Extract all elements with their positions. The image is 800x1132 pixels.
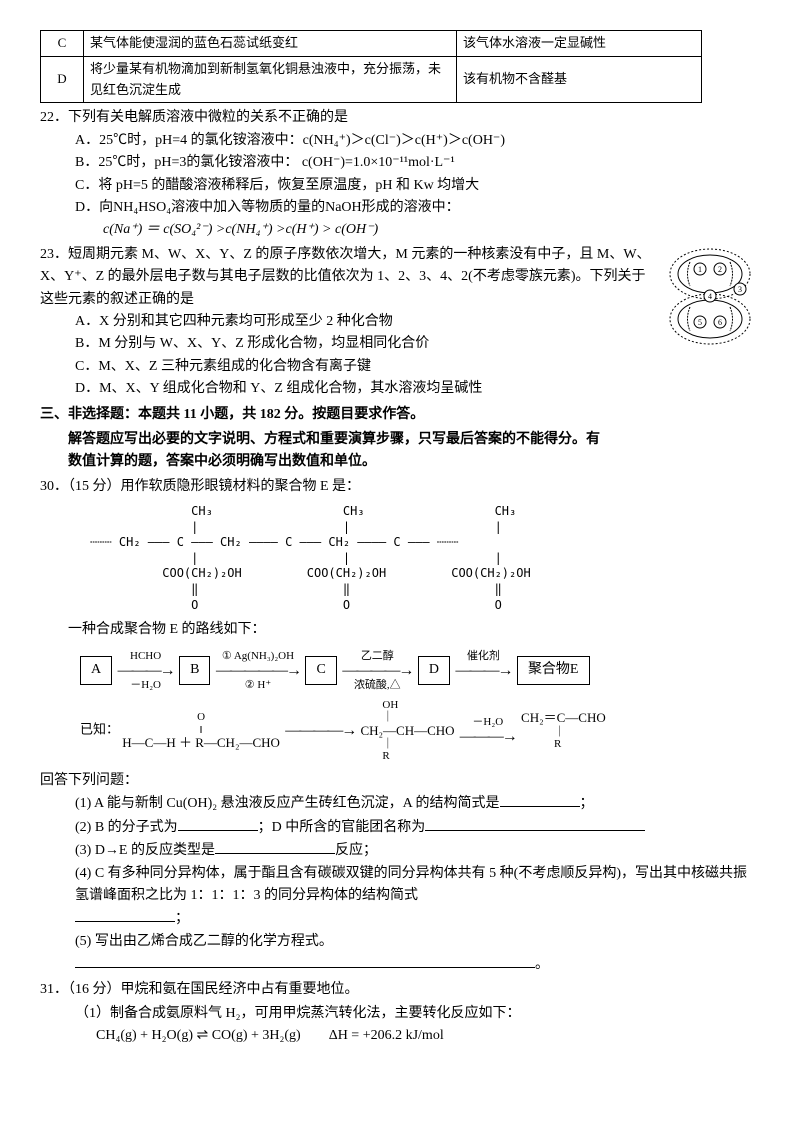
- known-reaction: 已知： O ‖ H—C—H ＋ R—CH₂—CHO ————→ OH ｜ CH₂…: [80, 699, 760, 762]
- option-d-eq: c(Na⁺) ＝ c(SO₄²⁻) >c(NH₄⁺) >c(H⁺) > c(OH…: [103, 219, 760, 241]
- q-number: 22．: [40, 110, 68, 125]
- experiment-table: C 某气体能使湿润的蓝色石蕊试纸变红 该气体水溶液一定显碱性 D 将少量某有机物…: [40, 30, 702, 103]
- row-conclusion: 该有机物不含醛基: [457, 56, 702, 103]
- blank-3[interactable]: [215, 839, 335, 854]
- q31-eq: CH₄(g) + H₂O(g) ⇌ CO(g) + 3H₂(g) ΔH = +2…: [96, 1025, 760, 1047]
- compound-a: A: [80, 656, 112, 684]
- q-number: 31．: [40, 982, 68, 997]
- row-label: C: [41, 31, 84, 57]
- synthesis-route: A HCHO ———→ －H₂O B ① Ag(NH₃)₂OH —————→ ②…: [80, 650, 760, 692]
- row-conclusion: 该气体水溶液一定显碱性: [457, 31, 702, 57]
- blank-4[interactable]: [75, 907, 175, 922]
- arrow-1: HCHO ———→ －H₂O: [118, 650, 174, 692]
- polymer-e: 聚合物E: [517, 656, 590, 684]
- svg-text:5: 5: [698, 318, 702, 327]
- blank-2b[interactable]: [425, 816, 645, 831]
- option-d: D．M、X、Y 组成化合物和 Y、Z 组成化合物，其水溶液均呈碱性: [75, 378, 760, 400]
- compound-c: C: [305, 656, 336, 684]
- known-arrow-1: ————→: [285, 722, 355, 740]
- arrow-3: 乙二醇 ————→ 浓硫酸,△: [342, 650, 412, 692]
- svg-text:2: 2: [718, 265, 722, 274]
- sub-q4: (4) C 有多种同分异构体，属于酯且含有碳碳双键的同分异构体共有 5 种(不考…: [75, 863, 760, 931]
- table-row: D 将少量某有机物滴加到新制氢氧化铜悬浊液中，充分振荡，未见红色沉淀生成 该有机…: [41, 56, 702, 103]
- option-c: C．M、X、Z 三种元素组成的化合物含有离子键: [75, 356, 760, 378]
- q-stem: 下列有关电解质溶液中微粒的关系不正确的是: [68, 110, 348, 125]
- question-23: 23．短周期元素 M、W、X、Y、Z 的原子序数依次增大，M 元素的一种核素没有…: [40, 244, 760, 401]
- blank-1[interactable]: [500, 792, 580, 807]
- compound-d: D: [418, 656, 450, 684]
- table-row: C 某气体能使湿润的蓝色石蕊试纸变红 该气体水溶液一定显碱性: [41, 31, 702, 57]
- question-31: 31．（16 分）甲烷和氨在国民经济中占有重要地位。: [40, 979, 760, 1001]
- question-30: 30．（15 分）用作软质隐形眼镜材料的聚合物 E 是：: [40, 476, 760, 498]
- arrow-2: ① Ag(NH₃)₂OH —————→ ② H⁺: [216, 650, 300, 692]
- sub-q3: (3) D→E 的反应类型是反应；: [75, 839, 760, 862]
- cell-figure: 1 2 3 4 5 6: [660, 244, 760, 354]
- svg-text:4: 4: [708, 292, 712, 301]
- known-arrow-2: －H₂O ———→: [460, 716, 516, 746]
- arrow-4: 催化剂 ———→: [455, 650, 511, 692]
- blank-2a[interactable]: [178, 816, 258, 831]
- option-d: D．向NH₄HSO₄溶液中加入等物质的量的NaOH形成的溶液中：: [75, 197, 760, 219]
- svg-text:1: 1: [698, 265, 702, 274]
- q-head: （15 分）用作软质隐形眼镜材料的聚合物 E 是：: [68, 479, 360, 494]
- section-3-title: 三、非选择题：本题共 11 小题，共 182 分。按题目要求作答。: [40, 404, 760, 426]
- q31-p1: （1）制备合成氨原料气 H₂，可用甲烷蒸汽转化法，主要转化反应如下：: [75, 1003, 760, 1025]
- svg-text:6: 6: [718, 318, 722, 327]
- option-c: C．将 pH=5 的醋酸溶液稀释后，恢复至原温度，pH 和 Kw 均增大: [75, 175, 760, 197]
- option-b: B．25℃时，pH=3的氯化铵溶液中： c(OH⁻)=1.0×10⁻¹¹mol·…: [75, 152, 760, 174]
- sub-q1: (1) A 能与新制 Cu(OH)₂ 悬浊液反应产生砖红色沉淀，A 的结构简式是…: [75, 792, 760, 815]
- row-label: D: [41, 56, 84, 103]
- route-label: 一种合成聚合物 E 的路线如下：: [68, 619, 760, 641]
- blank-5[interactable]: [75, 953, 535, 968]
- answer-head: 回答下列问题：: [40, 770, 760, 792]
- question-22: 22．下列有关电解质溶液中微粒的关系不正确的是 A．25℃时，pH=4 的氯化铵…: [40, 107, 760, 241]
- q-number: 30．: [40, 479, 68, 494]
- sub-q2: (2) B 的分子式为；D 中所含的官能团名称为: [75, 816, 760, 839]
- sub-q5-blank: 。: [75, 953, 760, 976]
- section-3-note: 解答题应写出必要的文字说明、方程式和重要演算步骤，只写最后答案的不能得分。有数值…: [68, 429, 608, 474]
- sub-q5: (5) 写出由乙烯合成乙二醇的化学方程式。: [75, 931, 760, 953]
- svg-text:3: 3: [738, 285, 742, 294]
- option-a: A．X 分别和其它四种元素均可形成至少 2 种化合物: [75, 311, 760, 333]
- row-desc: 某气体能使湿润的蓝色石蕊试纸变红: [84, 31, 457, 57]
- known-label: 已知：: [80, 722, 119, 737]
- row-desc: 将少量某有机物滴加到新制氢氧化铜悬浊液中，充分振荡，未见红色沉淀生成: [84, 56, 457, 103]
- polymer-structure: CH₃ CH₃ CH₃ | | | ┄┄┄ CH₂ ——— C ——— CH₂ …: [90, 504, 760, 613]
- option-b: B．M 分别与 W、X、Y、Z 形成化合物，均显相同化合价: [75, 333, 760, 355]
- compound-b: B: [179, 656, 210, 684]
- option-a: A．25℃时，pH=4 的氯化铵溶液中：c(NH₄⁺)＞c(Cl⁻)＞c(H⁺)…: [75, 130, 760, 152]
- q-head: （16 分）甲烷和氨在国民经济中占有重要地位。: [68, 982, 359, 997]
- q-number: 23．: [40, 247, 68, 262]
- q-stem: 短周期元素 M、W、X、Y、Z 的原子序数依次增大，M 元素的一种核素没有中子，…: [40, 247, 651, 307]
